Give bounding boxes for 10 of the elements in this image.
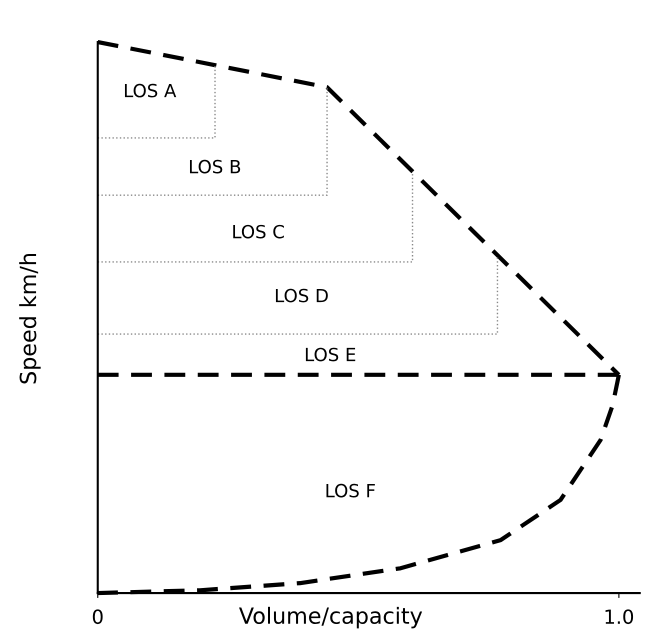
x-tick-label: 0 (92, 609, 103, 624)
annotation: LOS E (306, 348, 356, 362)
x-tick-label: 1.0 (606, 609, 634, 624)
annotation: LOS A (124, 84, 176, 98)
annotation: LOS C (233, 224, 284, 238)
y-axis-title: Speed km/h (19, 254, 41, 384)
annotation: LOS D (276, 288, 328, 302)
x-axis-title: Volume/capacity (239, 606, 422, 628)
annotation: LOS B (190, 160, 240, 174)
annotation: LOS F (326, 484, 375, 498)
